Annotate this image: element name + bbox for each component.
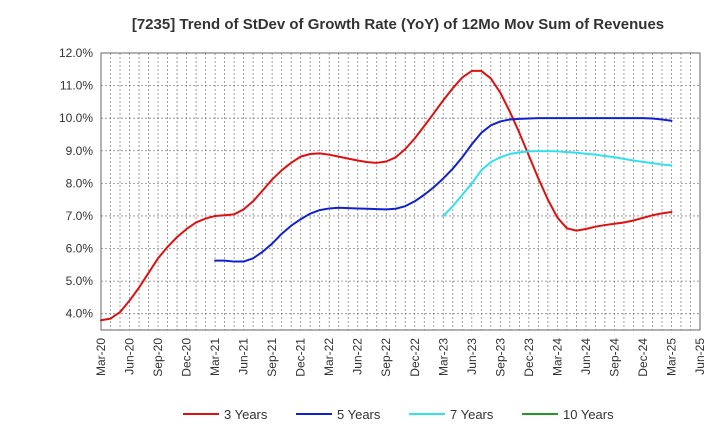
legend-label: 7 Years xyxy=(450,407,494,422)
y-tick-label: 12.0% xyxy=(59,46,93,60)
x-tick-label: Dec-20 xyxy=(180,338,194,377)
chart-title: [7235] Trend of StDev of Growth Rate (Yo… xyxy=(132,16,664,33)
x-tick-label: Mar-25 xyxy=(664,338,678,376)
series-line-3-years xyxy=(100,69,673,322)
x-tick-label: Mar-22 xyxy=(322,338,336,376)
axis-layer: 4.0% 5.0% 6.0% 7.0% 8.0% 9.0% 10.0% 11.0% 12.0% M… xyxy=(59,46,707,377)
x-tick-label: Dec-21 xyxy=(294,338,308,377)
series-line-5-years xyxy=(214,117,673,263)
y-tick-label: 10.0% xyxy=(59,111,93,125)
x-tick-label: Dec-24 xyxy=(636,338,650,377)
y-tick-label: 8.0% xyxy=(66,176,94,190)
plot-area xyxy=(101,53,700,330)
y-tick-label: 7.0% xyxy=(66,209,94,223)
y-tick-label: 6.0% xyxy=(66,242,94,256)
series-line-7-years xyxy=(442,150,673,217)
x-tick-label: Jun-20 xyxy=(123,338,137,375)
x-tick-label: Jun-25 xyxy=(693,338,707,375)
y-tick-label: 5.0% xyxy=(66,274,94,288)
x-tick-label: Jun-21 xyxy=(237,338,251,375)
x-tick-label: Dec-22 xyxy=(408,338,422,377)
legend-label: 5 Years xyxy=(337,407,381,422)
x-tick-label: Mar-20 xyxy=(94,338,108,376)
legend-label: 10 Years xyxy=(563,407,614,422)
grid-layer xyxy=(100,52,701,330)
x-tick-label: Jun-22 xyxy=(351,338,365,375)
x-tick-label: Sep-22 xyxy=(379,338,393,377)
series-layer xyxy=(100,69,673,322)
y-tick-label: 4.0% xyxy=(66,307,94,321)
x-tick-label: Mar-24 xyxy=(550,338,564,376)
x-tick-label: Sep-24 xyxy=(607,338,621,377)
x-tick-label: Sep-23 xyxy=(493,338,507,377)
x-tick-label: Sep-21 xyxy=(265,338,279,377)
x-tick-label: Dec-23 xyxy=(522,338,536,377)
x-tick-label: Jun-23 xyxy=(465,338,479,375)
x-tick-label: Sep-20 xyxy=(151,338,165,377)
x-tick-label: Mar-23 xyxy=(436,338,450,376)
y-tick-label: 9.0% xyxy=(66,144,94,158)
legend-label: 3 Years xyxy=(224,407,268,422)
plot-border xyxy=(100,52,701,331)
x-tick-label: Jun-24 xyxy=(579,338,593,375)
y-tick-label: 11.0% xyxy=(60,79,93,93)
legend: 3 Years 5 Years 7 Years 10 Years xyxy=(183,407,614,422)
x-tick-label: Mar-21 xyxy=(208,338,222,376)
